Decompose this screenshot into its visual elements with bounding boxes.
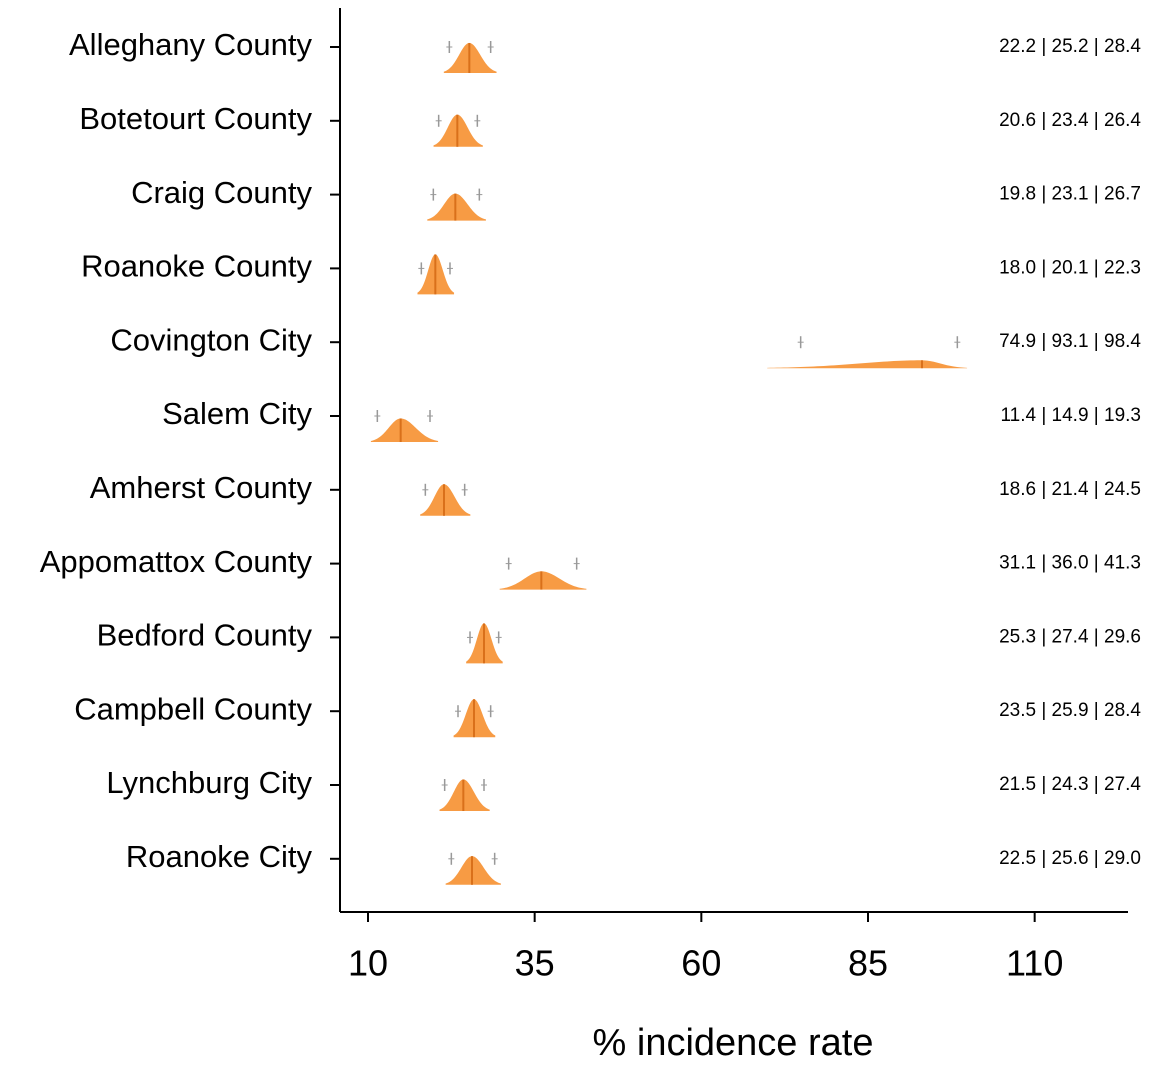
value-label: 22.2 | 25.2 | 28.4 <box>999 36 1141 57</box>
density <box>420 484 471 516</box>
value-label: 74.9 | 93.1 | 98.4 <box>999 331 1141 352</box>
value-label: 25.3 | 27.4 | 29.6 <box>999 626 1141 647</box>
density <box>445 856 501 885</box>
value-label: 23.5 | 25.9 | 28.4 <box>999 700 1141 721</box>
y-tick-label: Salem City <box>162 396 312 431</box>
y-tick-label: Roanoke County <box>81 249 312 284</box>
y-tick-label: Campbell County <box>74 691 312 726</box>
y-tick-label: Craig County <box>131 175 312 210</box>
y-tick-label: Lynchburg City <box>106 765 312 800</box>
value-label: 18.6 | 21.4 | 24.5 <box>999 479 1141 500</box>
value-label: 20.6 | 23.4 | 26.4 <box>999 110 1141 131</box>
value-label: 18.0 | 20.1 | 22.3 <box>999 257 1141 278</box>
density <box>370 418 439 442</box>
y-tick-label: Amherst County <box>90 470 313 505</box>
value-label: 11.4 | 14.9 | 19.3 <box>1000 405 1141 426</box>
value-label: 21.5 | 24.3 | 27.4 <box>999 774 1141 795</box>
x-tick-label: 60 <box>681 943 721 984</box>
y-tick-label: Alleghany County <box>69 27 312 62</box>
x-tick-label: 35 <box>515 943 555 984</box>
y-tick-label: Botetourt County <box>79 101 312 136</box>
y-tick-label: Appomattox County <box>40 544 313 579</box>
y-tick-label: Roanoke City <box>126 839 313 874</box>
x-tick-label: 85 <box>848 943 888 984</box>
density <box>499 571 587 590</box>
value-label: 19.8 | 23.1 | 26.7 <box>999 184 1141 205</box>
y-tick-label: Bedford County <box>97 618 313 653</box>
density <box>427 193 486 221</box>
value-label: 22.5 | 25.6 | 29.0 <box>999 848 1141 869</box>
density <box>767 360 968 369</box>
y-tick-label: Covington City <box>110 322 312 357</box>
x-tick-label: 10 <box>348 943 388 984</box>
density <box>439 779 490 811</box>
value-label: 31.1 | 36.0 | 41.3 <box>999 553 1141 574</box>
x-axis-label: % incidence rate <box>593 1022 874 1064</box>
x-tick-label: 110 <box>1006 943 1063 984</box>
